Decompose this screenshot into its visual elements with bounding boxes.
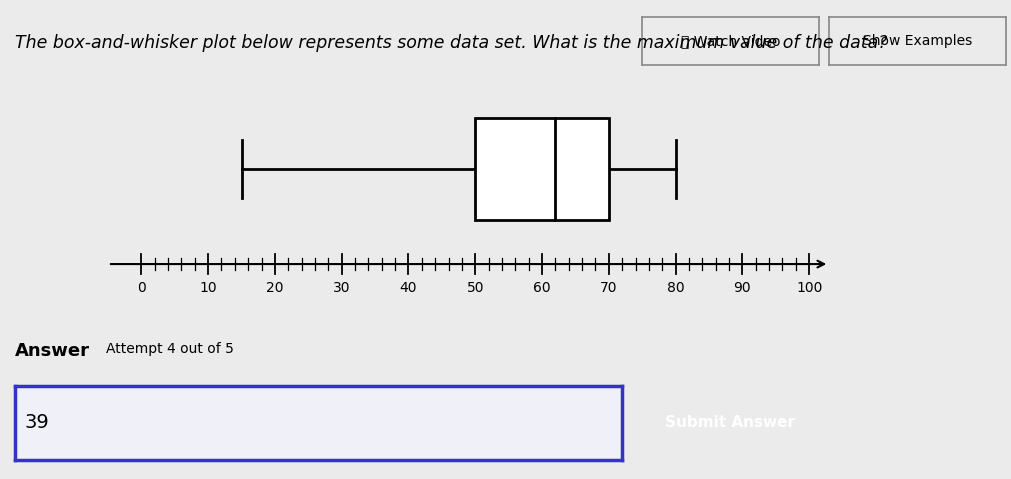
Text: ⓘ Watch Video: ⓘ Watch Video xyxy=(680,34,780,48)
Text: 50: 50 xyxy=(466,281,484,295)
Text: Answer: Answer xyxy=(15,342,90,361)
Text: 30: 30 xyxy=(333,281,351,295)
Text: 20: 20 xyxy=(266,281,284,295)
Text: 60: 60 xyxy=(533,281,551,295)
Bar xyxy=(475,118,609,220)
Text: 10: 10 xyxy=(199,281,217,295)
Text: 100: 100 xyxy=(796,281,822,295)
Text: Attempt 4 out of 5: Attempt 4 out of 5 xyxy=(106,342,234,356)
Text: 80: 80 xyxy=(667,281,684,295)
Text: 39: 39 xyxy=(24,413,49,432)
Text: 90: 90 xyxy=(734,281,751,295)
Text: The box-and-whisker plot below represents some data set. What is the maximum val: The box-and-whisker plot below represent… xyxy=(15,34,888,52)
Text: Submit Answer: Submit Answer xyxy=(665,415,796,430)
Text: Show Examples: Show Examples xyxy=(862,34,973,48)
Text: 0: 0 xyxy=(136,281,146,295)
Text: 40: 40 xyxy=(399,281,418,295)
Text: 70: 70 xyxy=(601,281,618,295)
